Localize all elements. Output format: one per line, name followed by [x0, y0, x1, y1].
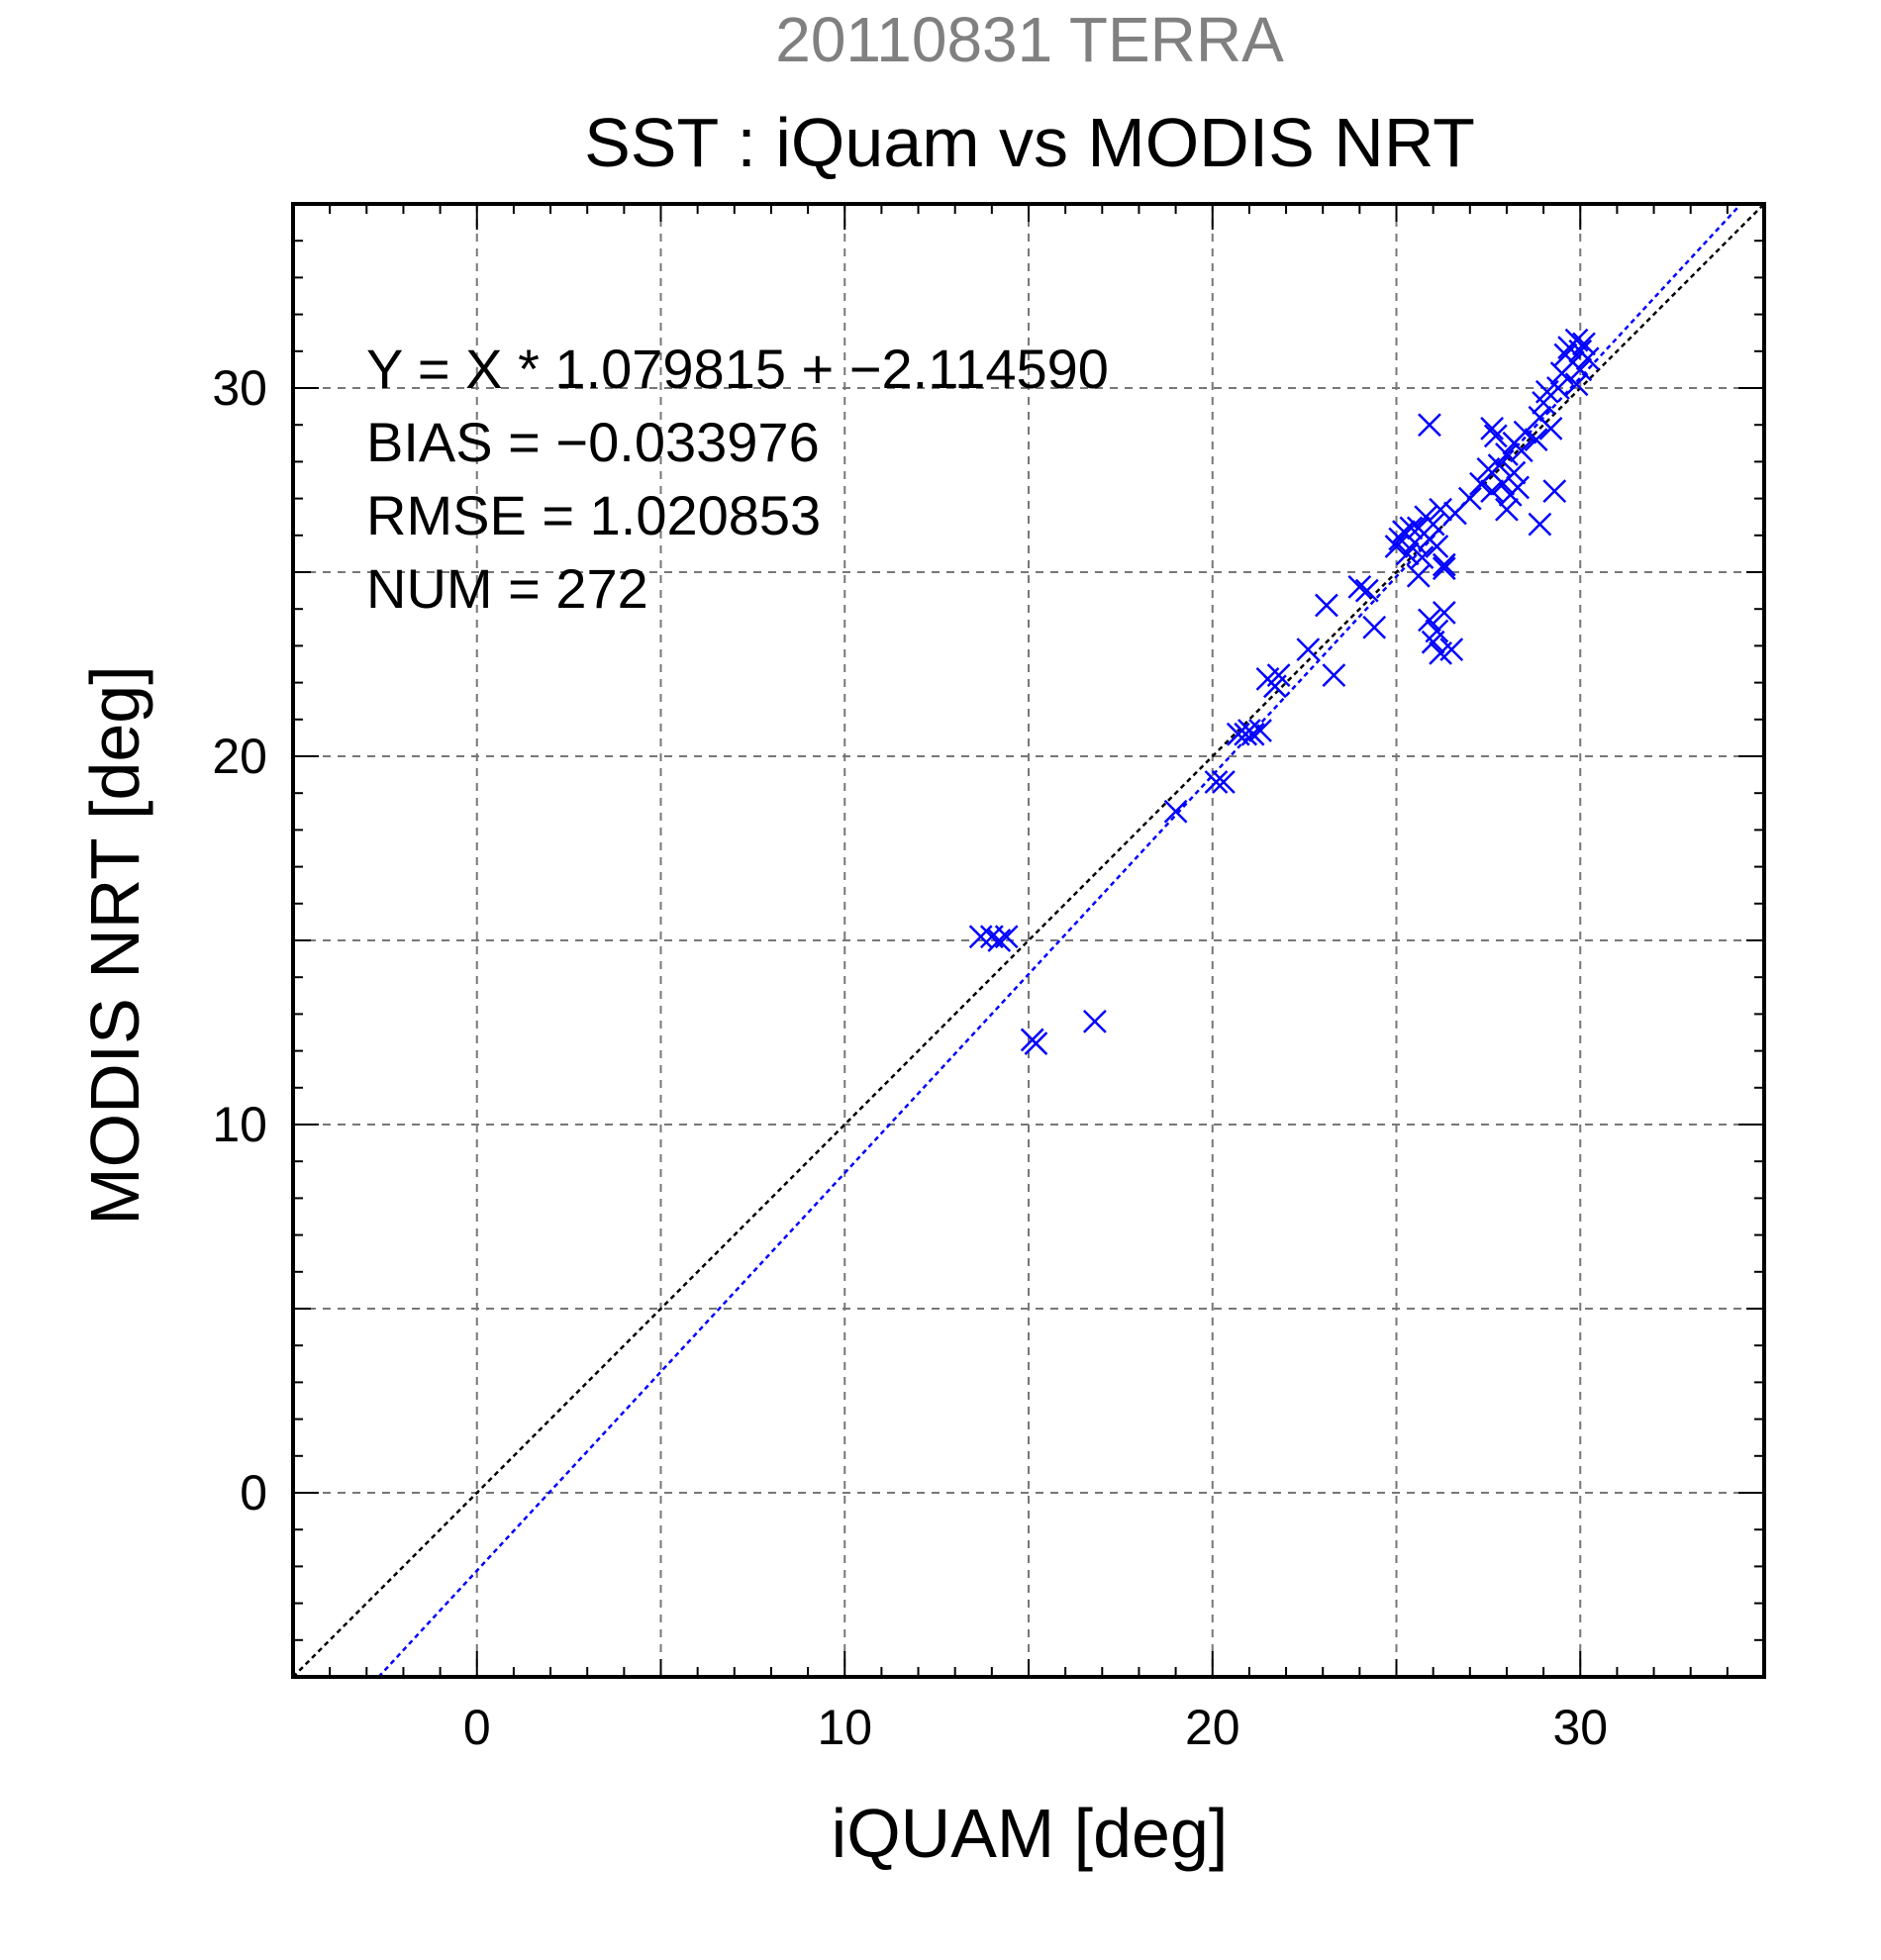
grid-lines [293, 204, 1764, 1677]
rmse-value: RMSE = 1.020853 [366, 484, 821, 546]
data-point [1212, 770, 1236, 794]
y-tick-label: 30 [212, 360, 267, 416]
data-point [1406, 563, 1431, 588]
data-point [1354, 578, 1379, 603]
data-point [1248, 719, 1272, 742]
data-point [1384, 535, 1409, 558]
data-point [1163, 799, 1188, 824]
data-point [1421, 512, 1445, 537]
data-point [968, 925, 993, 949]
data-point [1362, 615, 1387, 639]
data-point [1480, 417, 1504, 441]
data-point [1322, 663, 1346, 688]
x-tick-label: 20 [1185, 1700, 1240, 1755]
data-point [1024, 1031, 1048, 1056]
x-tick-label: 30 [1552, 1700, 1608, 1755]
data-point [1425, 535, 1449, 558]
stats-annotation: Y = X * 1.079815 + −2.114590 BIAS = −0.0… [366, 338, 1109, 620]
chart-title: 20110831 TERRA [775, 4, 1284, 75]
data-point [1315, 593, 1338, 618]
data-point [1546, 376, 1570, 400]
data-point [1469, 471, 1493, 496]
regression-equation: Y = X * 1.079815 + −2.114590 [366, 338, 1109, 400]
data-point [1204, 770, 1229, 794]
data-point [1502, 460, 1527, 485]
data-point [1568, 357, 1593, 382]
data-point [1429, 497, 1452, 522]
data-point [1564, 372, 1589, 397]
y-tick-label: 20 [212, 729, 267, 784]
data-point [994, 925, 1019, 949]
reference-line-fit [377, 203, 1742, 1678]
x-tick-label: 10 [817, 1700, 872, 1755]
y-tick-label: 0 [240, 1465, 267, 1520]
x-tick-label: 0 [463, 1700, 491, 1755]
plot-frame [291, 202, 1766, 1679]
num-value: NUM = 272 [366, 557, 648, 620]
data-point [1266, 663, 1291, 688]
data-point [1457, 486, 1482, 511]
data-point [1432, 601, 1456, 625]
data-point [1524, 428, 1548, 451]
data-point [1483, 424, 1508, 448]
bias-value: BIAS = −0.033976 [366, 411, 820, 473]
data-point [1432, 552, 1456, 577]
x-axis-label: iQUAM [deg] [832, 1795, 1229, 1872]
data-point [1572, 332, 1596, 356]
reference-lines [292, 203, 1765, 1678]
data-point [1410, 545, 1435, 570]
data-point [1495, 442, 1519, 466]
data-point [1395, 541, 1420, 566]
data-point [1082, 1009, 1107, 1033]
y-tick-label: 10 [212, 1097, 267, 1152]
chart-subtitle: SST : iQuam vs MODIS NRT [584, 104, 1475, 181]
data-point [1296, 637, 1321, 662]
y-tick-labels: 0 10 20 30 [212, 360, 267, 1520]
data-point [1439, 637, 1464, 662]
data-point [1528, 512, 1552, 537]
data-point [1399, 516, 1424, 540]
data-point [1425, 619, 1449, 643]
data-point [1506, 475, 1530, 500]
data-point [1495, 497, 1519, 522]
data-point [1542, 479, 1567, 504]
data-point [1480, 479, 1504, 504]
y-axis-label: MODIS NRT [deg] [76, 665, 153, 1225]
x-tick-labels: 0 10 20 30 [463, 1700, 1608, 1755]
data-point [1418, 413, 1441, 438]
data-point [1418, 608, 1441, 633]
data-point [1487, 453, 1512, 478]
data-point [1538, 417, 1563, 441]
data-point [987, 929, 1012, 952]
data-point [1432, 556, 1456, 581]
data-point [1347, 574, 1372, 599]
data-point [1509, 439, 1534, 463]
data-point [1240, 722, 1265, 746]
data-point [1575, 346, 1600, 371]
data-point [1403, 531, 1427, 555]
data-points [968, 328, 1600, 1056]
